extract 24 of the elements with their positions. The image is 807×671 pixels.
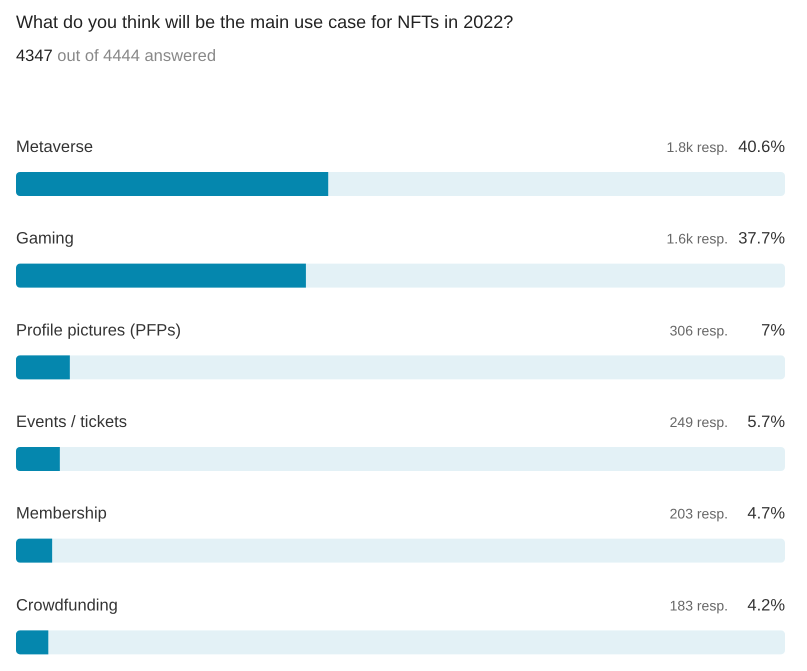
annotation: 249 resp.	[670, 414, 728, 430]
y-tick-label: Metaverse	[16, 138, 94, 156]
bar	[16, 355, 70, 380]
y-tick-label: Membership	[16, 504, 107, 523]
annotation: 1.8k resp.	[666, 139, 728, 155]
bar	[16, 538, 52, 563]
annotation: 183 resp.	[670, 597, 728, 614]
chart-subtitle: 4347 out of 4444 answered	[16, 47, 216, 65]
chart-title: What do you think will be the main use case for NFTs in 2022?	[16, 11, 514, 33]
bar	[16, 447, 60, 471]
y-tick-label: Profile pictures (PFPs)	[16, 321, 182, 340]
data-label: 40.6%	[738, 138, 786, 156]
data-label: 5.7%	[747, 413, 786, 431]
data-label: 37.7%	[738, 230, 786, 248]
annotation: 1.6k resp.	[666, 230, 728, 247]
bar	[16, 630, 48, 654]
y-tick-label: Crowdfunding	[16, 596, 118, 614]
data-label: 4.7%	[747, 504, 786, 523]
data-label: 7%	[761, 321, 786, 340]
y-tick-label: Events / tickets	[16, 413, 127, 431]
data-label: 4.2%	[747, 596, 786, 614]
annotation: 203 resp.	[670, 506, 728, 522]
annotation: 306 resp.	[670, 322, 728, 338]
y-tick-label: Gaming	[16, 230, 74, 248]
